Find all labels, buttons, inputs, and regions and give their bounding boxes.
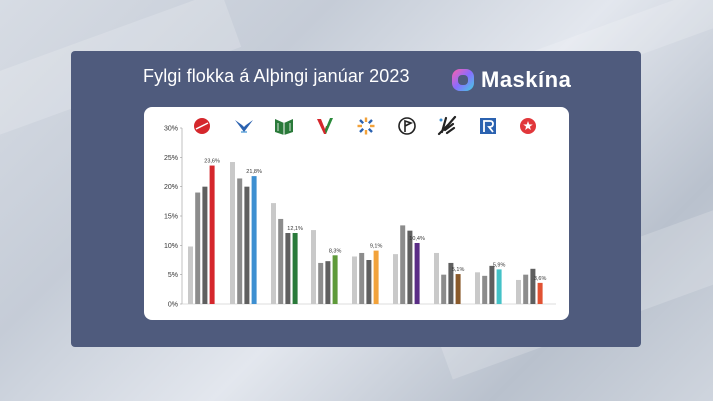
bar: [311, 230, 316, 304]
bar: [489, 265, 495, 304]
data-label: 10,4%: [409, 236, 425, 242]
bar: [278, 218, 284, 304]
bar: [366, 260, 372, 304]
y-tick-label: 30%: [164, 126, 178, 133]
blue-r-logo-icon: [480, 118, 496, 134]
bar: [202, 186, 208, 304]
bar: [530, 268, 536, 304]
blue-bird-logo-icon: [235, 120, 253, 133]
y-tick-label: 25%: [164, 155, 178, 162]
bar: [496, 269, 502, 304]
bar: [441, 274, 447, 304]
bar: [400, 225, 406, 304]
data-label: 5,9%: [493, 262, 506, 268]
green-red-v-logo-icon: [317, 118, 333, 134]
y-tick-label: 5%: [168, 272, 178, 279]
bar: [359, 252, 365, 304]
data-label: 12,1%: [287, 226, 303, 232]
black-hand-logo-icon: [437, 115, 457, 136]
y-tick-label: 15%: [164, 214, 178, 221]
bar: [455, 274, 461, 304]
brand-name: Maskína: [481, 67, 572, 92]
bar: [407, 230, 413, 304]
bar: [332, 255, 338, 304]
bar: [237, 178, 243, 304]
bar: [318, 262, 324, 304]
bar: [475, 272, 480, 304]
y-tick-label: 0%: [168, 302, 178, 309]
bar: [285, 233, 291, 304]
data-label: 21,8%: [246, 169, 262, 175]
bar: [292, 233, 298, 304]
bar: [523, 274, 529, 304]
maskina-logo-icon: [452, 69, 474, 91]
data-label: 9,1%: [370, 244, 383, 250]
bar: [271, 203, 276, 304]
y-tick-label: 20%: [164, 184, 178, 191]
red-circle-logo-icon: [194, 118, 210, 134]
bar: [482, 275, 488, 304]
bar: [209, 165, 215, 304]
data-label: 8,3%: [329, 248, 342, 254]
chart-title: Fylgi flokka á Alþingi janúar 2023: [143, 66, 410, 86]
bar: [414, 242, 420, 304]
pirate-flag-logo-icon: [398, 117, 416, 135]
bar-chart: 0% 5% 10% 15% 20% 25% 30% 23,6% 21,8% 12,1% 8,3% 9,…: [164, 115, 556, 309]
bar: [230, 162, 235, 304]
orange-sun-logo-icon: [357, 117, 375, 135]
data-label: 23,6%: [204, 159, 220, 165]
bar: [448, 262, 454, 304]
data-label: 3,6%: [534, 276, 547, 282]
data-label: 5,1%: [452, 267, 465, 273]
y-tick-label: 10%: [164, 243, 178, 250]
bar: [244, 186, 250, 304]
bar: [537, 282, 543, 304]
bar: [352, 256, 357, 304]
bar: [434, 252, 439, 304]
bar: [393, 254, 398, 304]
green-book-logo-icon: [275, 119, 293, 135]
red-star-logo-icon: [520, 118, 536, 134]
bar: [188, 246, 193, 304]
bar: [516, 279, 521, 304]
bar: [195, 192, 201, 304]
brand-logo: Maskína: [451, 67, 571, 93]
bar: [373, 250, 379, 304]
bar: [251, 176, 257, 304]
bar: [325, 261, 331, 304]
